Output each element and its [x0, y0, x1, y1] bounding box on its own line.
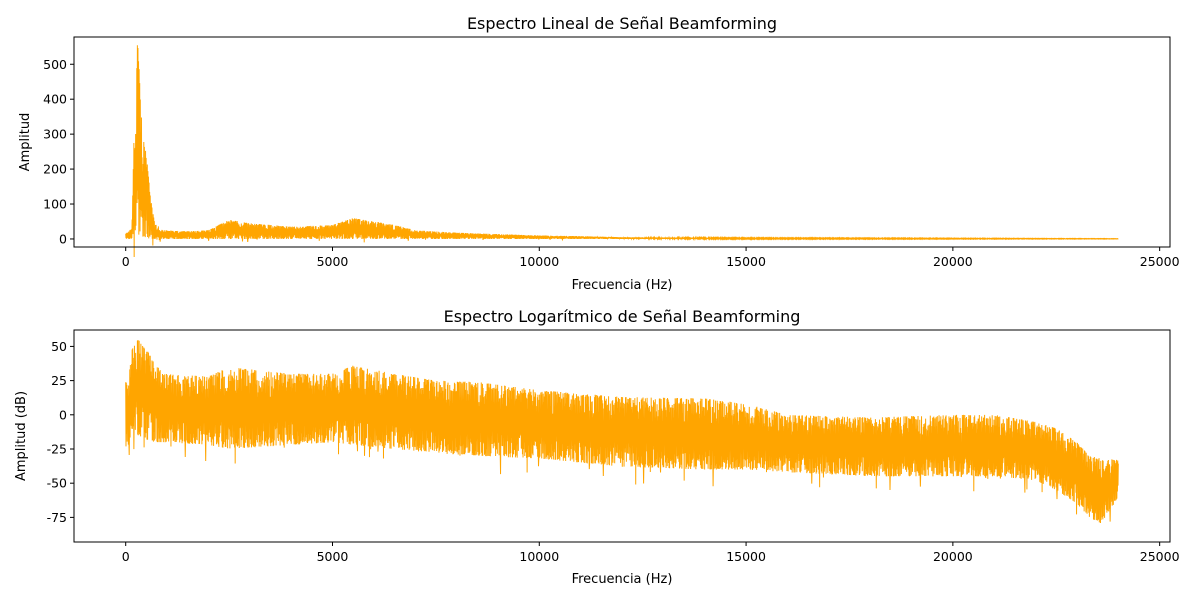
y-tick-label: -50 — [47, 476, 67, 491]
chart-linear-y-label: Amplitud — [18, 113, 33, 172]
chart-log-x-ticks: 0 5000 10000 15000 20000 25000 — [122, 542, 1180, 564]
y-tick-label: 100 — [43, 197, 67, 212]
x-tick-label: 20000 — [933, 254, 973, 269]
y-tick-label: -75 — [47, 510, 67, 525]
chart-linear-frame — [73, 36, 1171, 248]
chart-log-x-label: Frecuencia (Hz) — [572, 572, 673, 587]
x-tick-label: 0 — [122, 549, 130, 564]
chart-linear-plot-area — [73, 36, 1171, 258]
x-tick-label: 5000 — [317, 254, 349, 269]
chart-linear-y-ticks: 0 100 200 300 400 500 — [43, 57, 74, 246]
x-tick-label: 10000 — [519, 549, 559, 564]
y-tick-label: 400 — [43, 92, 67, 107]
chart-linear-x-label: Frecuencia (Hz) — [572, 278, 673, 293]
y-tick-label: 500 — [43, 57, 67, 72]
chart-log-frame — [73, 329, 1171, 543]
x-tick-label: 25000 — [1140, 549, 1180, 564]
x-tick-label: 15000 — [726, 549, 766, 564]
chart-log-y-label: Amplitud (dB) — [14, 391, 29, 481]
chart-log: Espectro Logarítmico de Señal Beamformin… — [14, 307, 1180, 587]
y-tick-label: 0 — [59, 231, 67, 246]
x-tick-label: 20000 — [933, 549, 973, 564]
x-tick-label: 5000 — [317, 549, 349, 564]
chart-linear-x-ticks: 0 5000 10000 15000 20000 25000 — [122, 247, 1180, 269]
chart-log-spectrum-line — [125, 339, 1119, 523]
y-tick-label: 200 — [43, 162, 67, 177]
y-tick-label: 0 — [59, 407, 67, 422]
chart-linear: Espectro Lineal de Señal Beamforming 0 50… — [18, 14, 1180, 293]
y-tick-label: 25 — [51, 373, 67, 388]
x-tick-label: 25000 — [1140, 254, 1180, 269]
y-tick-label: 50 — [51, 339, 67, 354]
x-tick-label: 10000 — [519, 254, 559, 269]
chart-log-y-ticks: -75 -50 -25 0 25 50 — [47, 339, 74, 525]
y-tick-label: 300 — [43, 127, 67, 142]
y-tick-label: -25 — [47, 441, 67, 456]
chart-log-plot-area — [73, 329, 1171, 543]
chart-log-title: Espectro Logarítmico de Señal Beamformin… — [444, 307, 801, 326]
chart-linear-spectrum-line — [125, 45, 1119, 258]
chart-linear-title: Espectro Lineal de Señal Beamforming — [467, 14, 777, 33]
x-tick-label: 0 — [122, 254, 130, 269]
x-tick-label: 15000 — [726, 254, 766, 269]
